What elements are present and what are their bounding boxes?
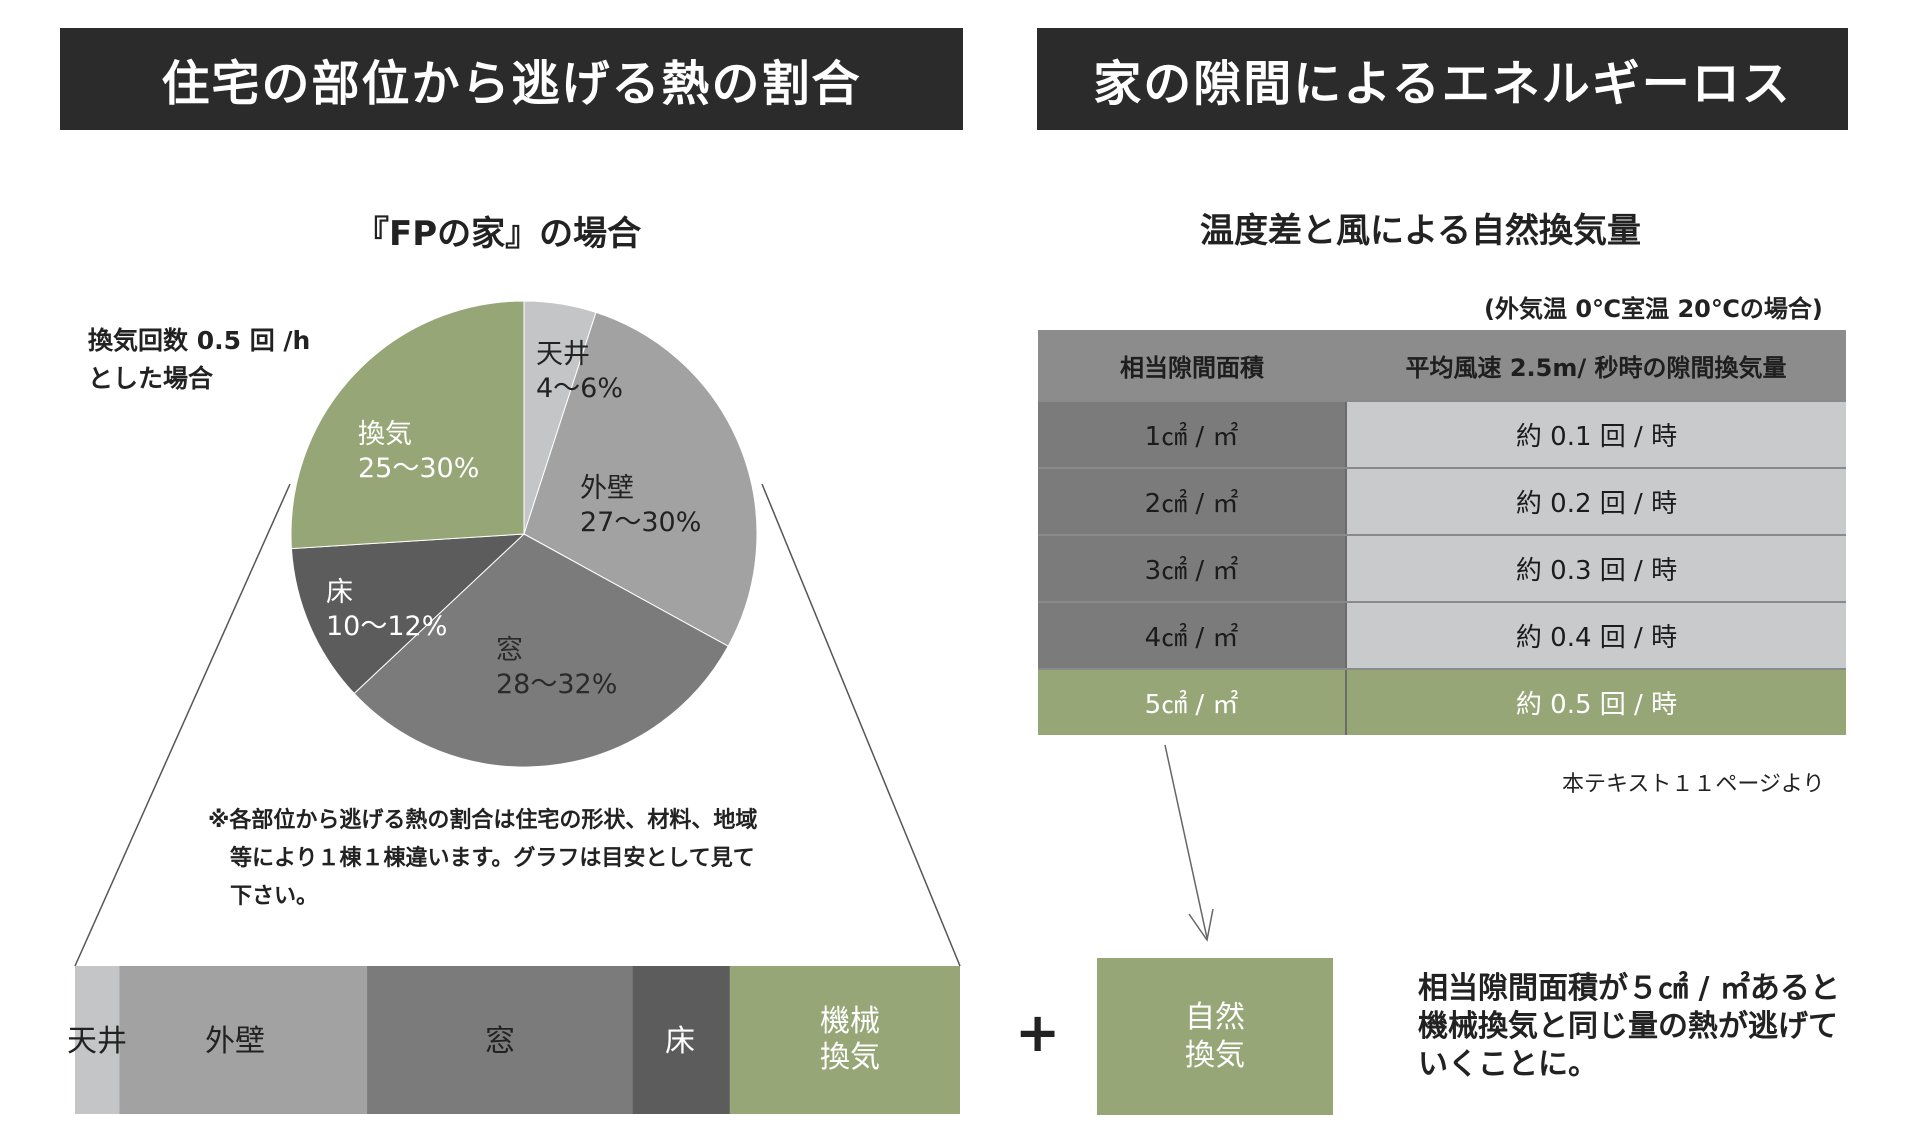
bar-label-window: 窓 [485, 1024, 515, 1059]
pie-label-ceiling-range: 4〜6% [536, 373, 624, 404]
table-header-row: 相当隙間面積 平均風速 2.5m/ 秒時の隙間換気量 [1038, 330, 1846, 402]
footnote-line-1: ※各部位から逃げる熱の割合は住宅の形状、材料、地域 [208, 808, 758, 833]
table-cell-rate: 約 0.3 回 / 時 [1346, 535, 1846, 603]
footnote-line-2: 等により１棟１棟違います。グラフは目安として見て [230, 846, 755, 871]
table-cell-rate: 約 0.1 回 / 時 [1346, 401, 1846, 469]
gap-ventilation-table: 相当隙間面積 平均風速 2.5m/ 秒時の隙間換気量 1㎠ / ㎡ 約 0.1 … [1038, 330, 1846, 735]
table-cell-area: 4㎠ / ㎡ [1038, 602, 1347, 670]
pie-slice-floor [290, 533, 526, 695]
arrow-head-icon [1188, 908, 1214, 942]
bar-segment-floor [632, 966, 730, 1114]
table-cell-area: 1㎠ / ㎡ [1038, 401, 1347, 469]
pie-chart [290, 300, 758, 768]
bar-label-ceiling: 天井 [67, 1024, 127, 1059]
pie-label-floor-name: 床 [326, 577, 353, 608]
pie-slice-wall [523, 311, 758, 647]
pie-label-floor-range: 10〜12% [326, 611, 448, 642]
ventilation-note-line-1: 換気回数 0.5 回 /h [88, 326, 311, 355]
conclusion-text: 相当隙間面積が５㎠ / ㎡あると 機械換気と同じ量の熱が逃げて いくことに。 [1418, 970, 1840, 1084]
table-cell-rate: 約 0.5 回 / 時 [1346, 669, 1846, 735]
pie-label-floor: 床 10〜12% [326, 576, 447, 644]
table-row: 4㎠ / ㎡ 約 0.4 回 / 時 [1038, 602, 1846, 670]
table-row: 1㎠ / ㎡ 約 0.1 回 / 時 [1038, 401, 1846, 469]
pie-label-ceiling-name: 天井 [536, 339, 590, 370]
bar-segment-wall [119, 966, 368, 1114]
bar-label-floor: 床 [665, 1024, 695, 1059]
arrow-line [1164, 744, 1208, 939]
bar-segment-ceiling [75, 966, 120, 1114]
conclusion-line-3: いくことに。 [1418, 1047, 1598, 1082]
footnote: ※各部位から逃げる熱の割合は住宅の形状、材料、地域 等により１棟１棟違います。グ… [208, 802, 757, 916]
left-header: 住宅の部位から逃げる熱の割合 [60, 28, 963, 130]
pie-label-window-range: 28〜32% [496, 669, 618, 700]
pie-label-ventilation-range: 25〜30% [358, 453, 480, 484]
plus-sign: + [1015, 1001, 1061, 1064]
bar-label-ventilation-line-1: 機械 [820, 1004, 880, 1039]
table-cell-area: 5㎠ / ㎡ [1038, 669, 1347, 735]
table-cell-rate: 約 0.4 回 / 時 [1346, 602, 1846, 670]
stacked-bar-chart [75, 966, 960, 1114]
pie-subtitle: 『FPの家』の場合 [355, 214, 642, 254]
pie-label-ceiling: 天井 4〜6% [536, 338, 623, 406]
bar-segment-window [367, 966, 633, 1114]
table-cell-rate: 約 0.2 回 / 時 [1346, 468, 1846, 536]
table-header-area: 相当隙間面積 [1038, 330, 1346, 402]
table-row-highlighted: 5㎠ / ㎡ 約 0.5 回 / 時 [1038, 669, 1846, 735]
bar-label-ventilation-line-2: 換気 [820, 1040, 880, 1075]
table-cell-area: 2㎠ / ㎡ [1038, 468, 1347, 536]
pie-slice-ventilation [290, 300, 525, 550]
table-title: 温度差と風による自然換気量 [1200, 211, 1641, 251]
table-row: 2㎠ / ㎡ 約 0.2 回 / 時 [1038, 468, 1846, 536]
ventilation-note-line-2: とした場合 [88, 364, 214, 393]
bar-label-ventilation: 機械 換気 [790, 1004, 910, 1076]
pie-label-wall-range: 27〜30% [580, 507, 702, 538]
pie-label-ventilation: 換気 25〜30% [358, 418, 479, 486]
table-cell-area: 3㎠ / ㎡ [1038, 535, 1347, 603]
connector-line-right [761, 483, 961, 967]
bar-label-wall: 外壁 [205, 1024, 265, 1059]
pie-label-window: 窓 28〜32% [496, 634, 617, 702]
natural-ventilation-line-1: 自然 [1185, 999, 1245, 1035]
pie-label-wall-name: 外壁 [580, 473, 634, 504]
conclusion-line-1: 相当隙間面積が５㎠ / ㎡あると [1418, 971, 1840, 1006]
table-source: 本テキスト１１ページより [1562, 772, 1825, 797]
bar-segment-ventilation [729, 966, 960, 1114]
pie-label-window-name: 窓 [496, 635, 523, 666]
right-header: 家の隙間によるエネルギーロス [1037, 28, 1848, 130]
ventilation-note: 換気回数 0.5 回 /h とした場合 [88, 322, 310, 398]
natural-ventilation-line-2: 換気 [1185, 1037, 1245, 1073]
table-row: 3㎠ / ㎡ 約 0.3 回 / 時 [1038, 535, 1846, 603]
pie-slice-window [353, 533, 729, 768]
table-condition: (外気温 0℃室温 20℃の場合) [1484, 295, 1823, 323]
pie-label-ventilation-name: 換気 [358, 419, 412, 450]
table-header-rate: 平均風速 2.5m/ 秒時の隙間換気量 [1346, 330, 1846, 402]
pie-label-wall: 外壁 27〜30% [580, 472, 701, 540]
footnote-line-3: 下さい。 [230, 884, 319, 909]
connector-line-left [74, 483, 291, 967]
conclusion-line-2: 機械換気と同じ量の熱が逃げて [1418, 1009, 1838, 1044]
natural-ventilation-box: 自然 換気 [1097, 958, 1333, 1115]
